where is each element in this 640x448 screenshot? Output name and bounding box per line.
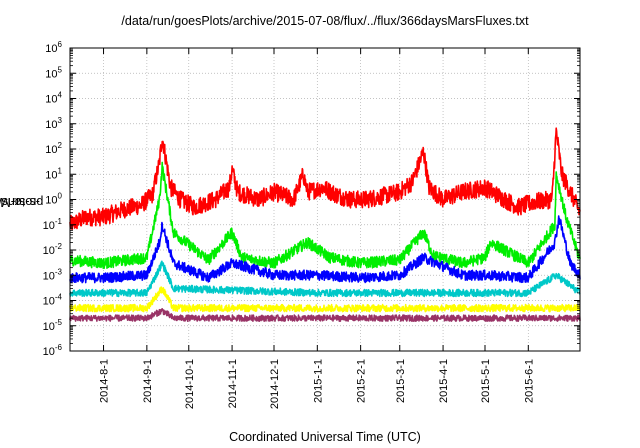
x-axis-label: Coordinated Universal Time (UTC) [229,430,421,444]
x-tick-label: 2015-6-1 [523,359,535,403]
x-tick-label: 2015-5-1 [480,359,492,403]
x-tick-label: 2015-3-1 [395,359,407,403]
y-tick-label: 10-1 [43,217,63,232]
x-tick-label: 2014-11-1 [227,359,239,408]
y-tick-label: 106 [45,40,62,55]
series-line [69,215,581,284]
y-tick-label: 104 [45,91,62,106]
y-tick-label: 102 [45,141,62,156]
series-line [69,286,581,313]
series-line [69,260,581,298]
tick-layer: 10-6 10-5 10-4 10-3 10-2 10-1 100 101 102 103 104 1… [43,40,580,409]
series-line [69,307,581,323]
x-tick-label: 2015-1-1 [312,359,324,403]
y-tick-label: 10-4 [43,293,63,308]
y-tick-label: 103 [45,116,62,131]
x-tick-label: 2015-2-1 [356,359,368,403]
y-tick-label: 10-6 [43,343,63,358]
y-tick-label: 10-5 [43,318,63,333]
series-layer [69,127,581,323]
chart-title: /data/run/goesPlots/archive/2015-07-08/f… [121,14,529,28]
y-tick-label: 100 [45,192,62,207]
y-axis-label-suffix: -s-sr-MeV [0,195,40,210]
y-tick-label: 105 [45,65,62,80]
y-tick-label: 10-2 [43,242,63,257]
x-tick-label: 2014-12-1 [269,359,281,409]
y-tick-label: 10-3 [43,267,63,282]
x-tick-label: 2014-8-1 [99,359,111,403]
y-tick-label: 101 [45,166,62,181]
grid-layer [70,48,580,351]
x-tick-label: 2014-10-1 [184,359,196,409]
series-line [69,127,581,231]
series-line [69,161,581,270]
x-tick-label: 2015-4-1 [438,359,450,403]
x-tick-label: 2014-9-1 [142,359,154,403]
